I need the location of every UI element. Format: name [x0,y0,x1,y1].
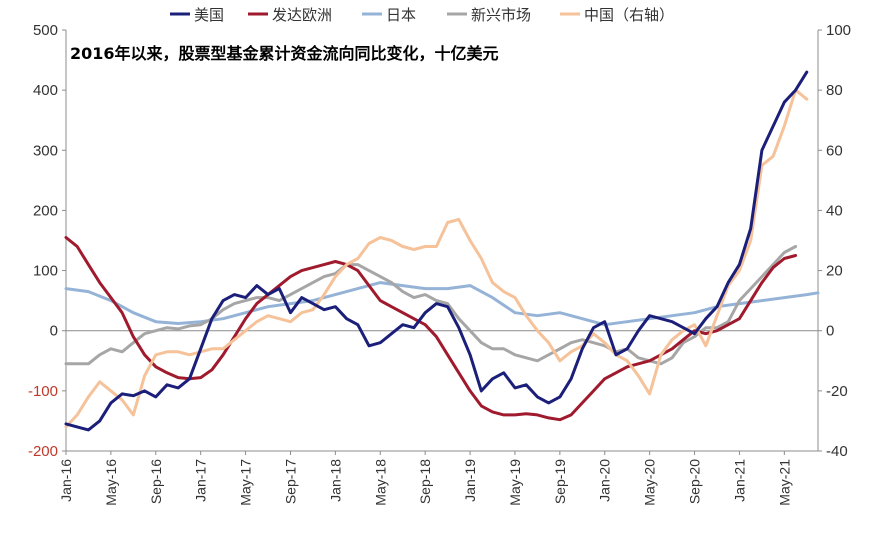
series-layer [64,70,820,432]
x-tick-label: Sep-20 [687,459,703,504]
legend-label: 中国（右轴） [584,6,674,24]
x-tick-label: May-21 [776,459,792,506]
left-tick-label: 400 [33,82,58,99]
series-line-3 [64,245,798,366]
x-tick-label: Jan-20 [597,459,613,502]
series-line-0 [64,70,809,432]
right-axis-ticks: 100 80 60 40 20 0 -20 -40 [818,22,851,460]
right-tick-label: 20 [826,263,843,280]
right-tick-label: 60 [826,142,843,159]
left-tick-label: 200 [33,202,58,219]
x-tick-label: May-18 [372,459,388,506]
left-tick-label: 100 [33,263,58,280]
x-tick-label: May-16 [103,459,119,506]
right-tick-label: 100 [826,22,851,39]
x-tick-label: Sep-16 [148,459,164,504]
right-tick-label: 40 [826,202,843,219]
right-tick-label: 0 [826,323,834,340]
legend-label: 新兴市场 [471,6,531,24]
left-axis-ticks: 500 400 300 200 100 0 -100 -200 [28,22,66,460]
legend-label: 日本 [386,6,416,24]
x-tick-label: Sep-18 [417,459,433,504]
legend-label: 美国 [194,6,224,24]
chart-title: 2016年以来，股票型基金累计资金流向同比变化，十亿美元 [70,44,499,63]
left-tick-label: -100 [28,383,58,400]
left-tick-label: 500 [33,22,58,39]
x-tick-label: Jan-21 [731,459,747,502]
x-tick-label: May-19 [507,459,523,506]
x-tick-label: Jan-16 [58,459,74,502]
x-tick-label: May-17 [238,459,254,506]
right-tick-label: 80 [826,82,843,99]
left-tick-label: 300 [33,142,58,159]
legend: 美国 发达欧洲 日本 新兴市场 中国（右轴） [170,6,674,24]
x-axis-ticks: Jan-16 May-16 Sep-16 Jan-17 May-17 Sep-17 Jan-… [58,451,792,506]
x-tick-label: Jan-17 [193,459,209,502]
left-tick-label: 0 [50,323,58,340]
right-tick-label: -40 [826,443,848,460]
x-tick-label: Sep-17 [282,459,298,504]
x-tick-label: Jan-19 [462,459,478,502]
right-tick-label: -20 [826,383,848,400]
x-tick-label: May-20 [642,459,658,506]
series-line-2 [64,281,820,327]
legend-label: 发达欧洲 [272,6,332,24]
x-tick-label: Sep-19 [552,459,568,504]
x-tick-label: Jan-18 [327,459,343,502]
series-line-4 [64,88,809,429]
left-tick-label: -200 [28,443,58,460]
